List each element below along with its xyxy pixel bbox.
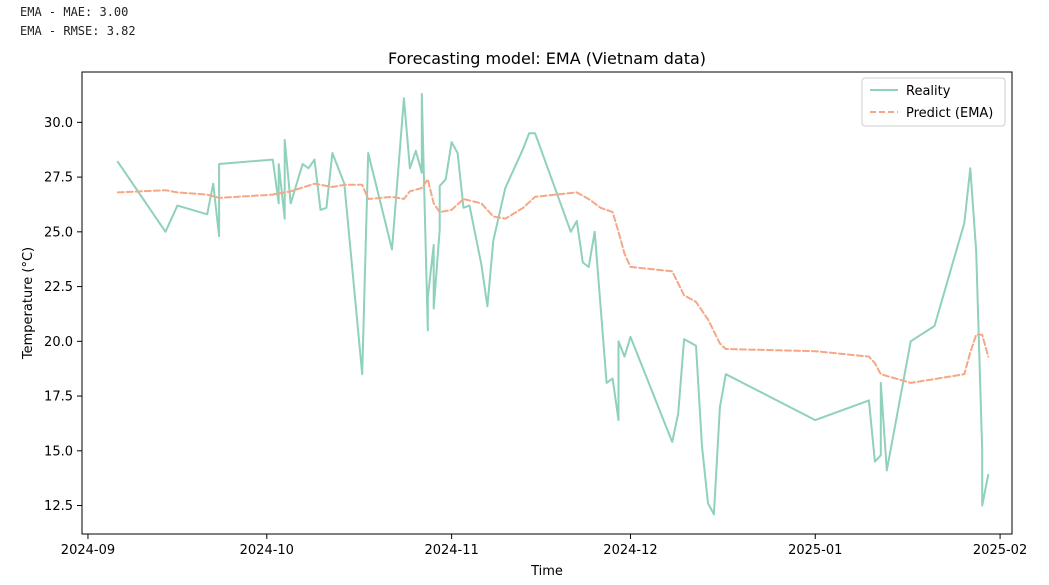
metrics-block: EMA - MAE: 3.00 EMA - RMSE: 3.82 (20, 3, 136, 41)
y-axis: 12.5 15.0 17.5 20.0 22.5 25.0 27.5 30.0 (44, 116, 82, 514)
legend-label-reality: Reality (906, 84, 951, 99)
x-tick-label: 2025-01 (788, 543, 842, 558)
x-tick-label: 2024-10 (240, 543, 294, 558)
x-tick-label: 2024-09 (61, 543, 115, 558)
y-tick-label: 17.5 (44, 390, 73, 405)
x-axis: 2024-09 2024-10 2024-11 2024-12 2025-01 2025-… (61, 534, 1027, 558)
x-tick-label: 2024-12 (603, 543, 657, 558)
x-tick-label: 2025-02 (973, 543, 1027, 558)
y-tick-label: 15.0 (44, 444, 73, 459)
y-tick-label: 27.5 (44, 171, 73, 186)
series-layer (116, 92, 990, 516)
rmse-metric: EMA - RMSE: 3.82 (20, 24, 136, 38)
x-axis-title: Time (530, 564, 563, 579)
legend: Reality Predict (EMA) (861, 77, 1006, 127)
plot-frame (81, 71, 1013, 535)
series-line-predict (116, 178, 990, 384)
series-line-reality (116, 92, 990, 516)
chart-title: Forecasting model: EMA (Vietnam data) (388, 49, 706, 68)
mae-metric: EMA - MAE: 3.00 (20, 5, 129, 19)
y-tick-label: 12.5 (44, 499, 73, 514)
y-axis-title: Temperature (°C) (21, 247, 36, 360)
x-tick-label: 2024-11 (424, 543, 478, 558)
y-tick-label: 20.0 (44, 335, 73, 350)
legend-label-predict: Predict (EMA) (906, 106, 993, 121)
y-tick-label: 25.0 (44, 225, 73, 240)
y-tick-label: 22.5 (44, 280, 73, 295)
y-tick-label: 30.0 (44, 116, 73, 131)
